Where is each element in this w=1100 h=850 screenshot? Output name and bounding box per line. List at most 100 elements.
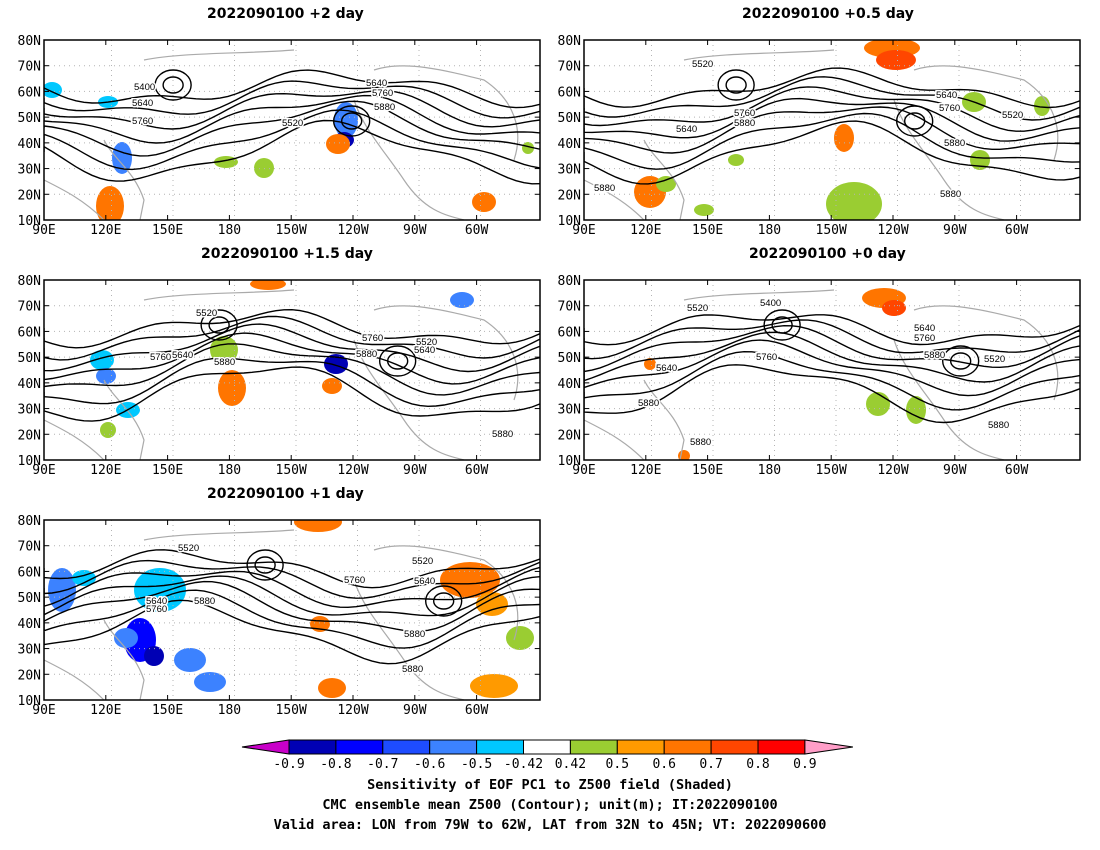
lon-tick-label: 90E [572, 223, 595, 238]
lon-tick-label: 180 [758, 223, 781, 238]
shaded-sensitivity-area [254, 158, 274, 178]
lon-tick-label: 60W [465, 463, 489, 478]
lat-tick-label: 80N [18, 514, 41, 529]
map-frame [43, 39, 541, 221]
contour-label: 5880 [374, 102, 395, 113]
contour-label: 5640 [172, 350, 193, 361]
colorbar-tick-label: 0.42 [555, 757, 586, 772]
contour-label: 5880 [492, 429, 513, 440]
coastline [353, 99, 465, 220]
lat-tick-label: 10N [558, 214, 581, 229]
lon-tick-label: 90W [403, 223, 427, 238]
contour-label: 5640 [936, 90, 957, 101]
lon-tick-label: 90W [943, 463, 967, 478]
coastline [643, 139, 685, 220]
z500-closed-contour [200, 309, 238, 341]
z500-closed-contour [725, 76, 747, 94]
contour-label: 5880 [194, 596, 215, 607]
map-frame [583, 279, 1081, 461]
lon-tick-label: 90E [32, 703, 55, 718]
lat-tick-label: 60N [18, 565, 41, 580]
z500-contour [584, 314, 1080, 346]
contour-label: 5520 [282, 118, 303, 129]
colorbar-tick-label: 0.7 [699, 757, 722, 772]
contour-label: 5520 [416, 337, 437, 348]
coastline [913, 305, 1059, 401]
contour-label: 5640 [132, 98, 153, 109]
contour-label: 5880 [944, 138, 965, 149]
lat-tick-label: 10N [18, 454, 41, 469]
z500-contour [44, 94, 540, 144]
lat-tick-label: 70N [18, 540, 41, 555]
z500-contour [44, 559, 540, 599]
lat-tick-label: 30N [18, 163, 41, 178]
lon-tick-label: 90W [403, 463, 427, 478]
coastline [44, 659, 105, 700]
lat-tick-label: 50N [558, 111, 581, 126]
contour-label: 5400 [134, 82, 155, 93]
lon-tick-label: 60W [1005, 463, 1029, 478]
lon-tick-label: 150E [152, 223, 183, 238]
z500-contour [584, 76, 1080, 121]
panel-title-2: 2022090100 +0.5 day [742, 6, 914, 22]
z500-closed-contour [332, 105, 371, 137]
contour-label: 5760 [756, 352, 777, 363]
z500-contour [44, 580, 540, 632]
z500-contour [44, 366, 540, 422]
colorbar-tick-label: 0.5 [606, 757, 629, 772]
lon-tick-label: 180 [218, 463, 241, 478]
z500-contour [584, 350, 1080, 411]
shaded-sensitivity-area [656, 176, 676, 192]
footer-line-2: CMC ensemble mean Z500 (Contour); unit(m… [322, 797, 778, 813]
lat-tick-label: 50N [18, 351, 41, 366]
z500-contour [44, 357, 540, 408]
z500-contour [44, 549, 540, 589]
contour-label: 5640 [414, 345, 435, 356]
lon-tick-label: 60W [465, 223, 489, 238]
z500-contour [584, 364, 1080, 424]
contour-label: 5520 [196, 308, 217, 319]
z500-contour [44, 599, 540, 665]
contour-label: 5880 [940, 189, 961, 200]
colorbar-tick-label: 0.8 [746, 757, 769, 772]
lon-tick-label: 90E [32, 223, 55, 238]
z500-contour [44, 89, 540, 130]
coastline [143, 289, 295, 301]
shaded-sensitivity-area [90, 350, 114, 370]
coastline [683, 49, 835, 61]
contour-label: 5760 [362, 333, 383, 344]
lat-tick-label: 70N [558, 300, 581, 315]
colorbar: -0.9 -0.8 -0.7 -0.6 -0.5 -0.42 0.42 0.5 0.6 0.7 0.… [241, 739, 853, 772]
contour-label: 5880 [734, 118, 755, 129]
z500-contour [44, 119, 540, 185]
coastline [143, 529, 295, 541]
lon-tick-label: 150W [276, 703, 307, 718]
lat-tick-label: 10N [18, 694, 41, 709]
contour-label: 5880 [690, 437, 711, 448]
colorbar-segment [476, 739, 525, 755]
z500-closed-contour [895, 105, 934, 137]
contour-label: 5880 [402, 664, 423, 675]
map-frame [43, 519, 541, 701]
colorbar-segment [382, 739, 431, 755]
lat-tick-label: 80N [18, 274, 41, 289]
z500-contour [44, 332, 540, 385]
lat-tick-label: 40N [18, 617, 41, 632]
z500-closed-contour [903, 112, 926, 130]
lat-tick-label: 20N [558, 428, 581, 443]
lon-tick-label: 150E [152, 463, 183, 478]
contour-label: 5400 [760, 298, 781, 309]
z500-closed-contour [763, 309, 801, 341]
lat-tick-label: 60N [558, 325, 581, 340]
colorbar-segment [569, 739, 618, 755]
shaded-sensitivity-area [906, 396, 926, 424]
shaded-sensitivity-area [506, 626, 534, 650]
colorbar-segment [710, 739, 759, 755]
z500-closed-contour [378, 345, 417, 377]
z500-contour [584, 120, 1080, 185]
lat-tick-label: 40N [18, 377, 41, 392]
z500-contour [584, 319, 1080, 360]
